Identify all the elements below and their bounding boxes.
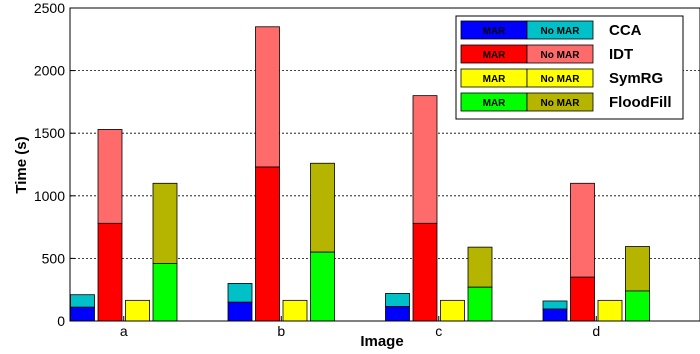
- bar-cca-mar-a: [70, 306, 95, 322]
- bar-floodfill-mar-d: [625, 290, 650, 322]
- x-axis-ticks: a b c d: [120, 316, 600, 339]
- bar-cca-no-mar-d: [542, 300, 568, 310]
- y-axis-ticks: 0 500 1000 1500 2000 2500: [34, 0, 75, 329]
- bar-cca-mar-b: [227, 301, 253, 322]
- x-axis-title: Image: [360, 333, 403, 350]
- legend-chip-label: No MAR: [541, 50, 581, 61]
- bar-symrg-mar-d: [597, 299, 623, 322]
- bar-floodfill-no-mar-c: [467, 246, 493, 288]
- legend-chip-label: MAR: [483, 26, 507, 37]
- x-tick-label: a: [120, 323, 128, 339]
- x-tick-label: d: [592, 323, 600, 339]
- bar-symrg-mar-b: [282, 299, 308, 322]
- bar-floodfill-mar-c: [467, 286, 493, 322]
- y-tick-label: 2500: [34, 0, 65, 16]
- x-tick-label: c: [435, 323, 442, 339]
- plot-frame: [69, 7, 700, 322]
- legend-chip-label: No MAR: [541, 26, 581, 37]
- legend-series-name: SymRG: [609, 70, 663, 87]
- bar-idt-no-mar-b: [255, 26, 280, 168]
- bar-cca-mar-c: [385, 306, 410, 322]
- bar-symrg-mar-c: [440, 299, 465, 322]
- bar-floodfill-no-mar-a: [152, 182, 178, 264]
- legend-chip-label: MAR: [483, 74, 507, 85]
- legend-series-name: FloodFill: [609, 94, 671, 111]
- bar-idt-no-mar-c: [412, 95, 438, 224]
- y-tick-label: 2000: [34, 63, 65, 79]
- bar-floodfill-no-mar-d: [625, 246, 650, 292]
- bar-cca-no-mar-a: [70, 294, 95, 308]
- legend-chip-no-mar: [526, 20, 594, 40]
- legend-chip-no-mar: [526, 44, 594, 64]
- bar-symrg-mar-a: [125, 299, 150, 322]
- bar-idt-no-mar-a: [97, 129, 123, 224]
- y-tick-label: 0: [57, 313, 65, 329]
- bar-idt-mar-b: [255, 166, 280, 322]
- y-tick-label: 500: [42, 250, 66, 266]
- legend-series-name: CCA: [609, 22, 642, 39]
- legend-chip-label: No MAR: [541, 74, 581, 85]
- bars: [70, 26, 650, 322]
- bar-floodfill-mar-b: [310, 251, 335, 322]
- legend-chip-label: MAR: [483, 50, 507, 61]
- bar-idt-no-mar-d: [570, 182, 595, 278]
- bar-idt-mar-c: [412, 222, 438, 322]
- y-axis-title: Time (s): [13, 136, 30, 193]
- legend-chip-no-mar: [526, 92, 594, 112]
- legend-chip-label: MAR: [483, 98, 507, 109]
- legend: MAR No MAR CCA MAR No MAR IDT MAR No MAR SymRG MA…: [455, 15, 684, 120]
- bar-idt-mar-a: [97, 222, 123, 322]
- bar-idt-mar-d: [570, 276, 595, 322]
- legend-chip-label: No MAR: [541, 98, 581, 109]
- bar-floodfill-no-mar-b: [310, 162, 335, 253]
- bar-cca-no-mar-c: [385, 293, 410, 308]
- legend-series-name: IDT: [609, 46, 633, 63]
- bar-cca-mar-d: [542, 308, 568, 322]
- y-tick-label: 1000: [34, 188, 65, 204]
- bar-floodfill-mar-a: [152, 263, 178, 322]
- x-tick-label: b: [277, 323, 285, 339]
- y-tick-label: 1500: [34, 125, 65, 141]
- bar-cca-no-mar-b: [227, 283, 253, 303]
- legend-chip-no-mar: [526, 68, 594, 88]
